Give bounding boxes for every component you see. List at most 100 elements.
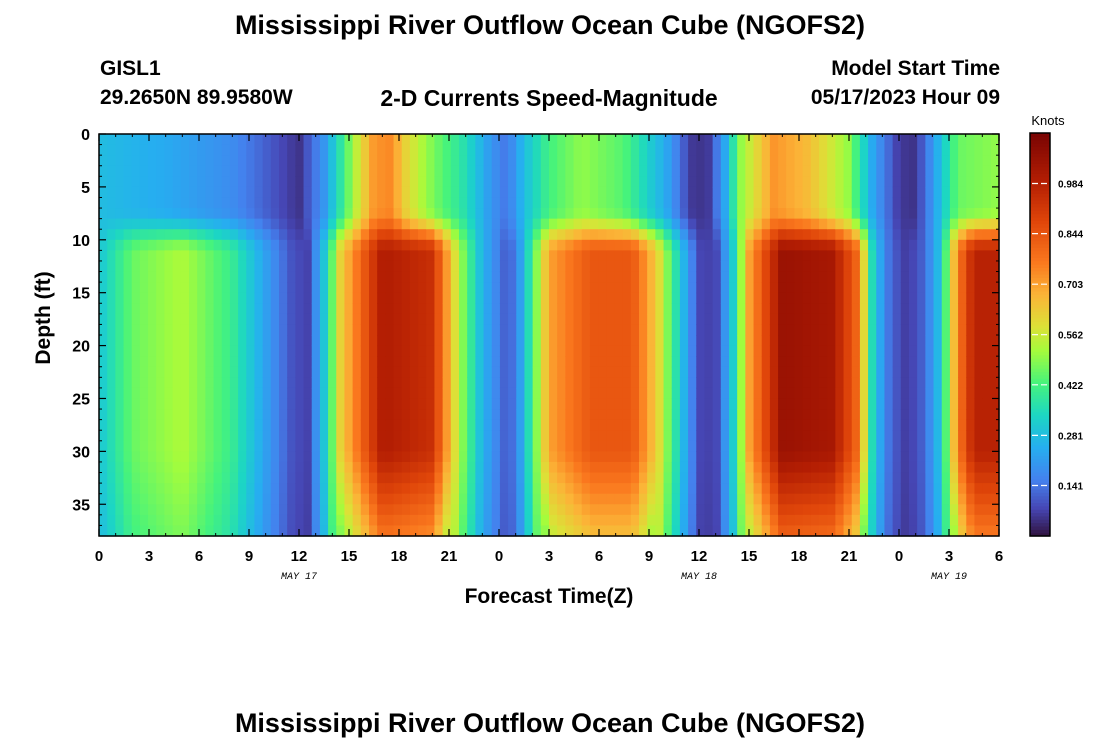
heatmap-cell <box>99 461 108 474</box>
heatmap-cell <box>336 303 346 315</box>
heatmap-cell <box>221 472 231 484</box>
heatmap-cell <box>909 134 918 146</box>
heatmap-cell <box>311 377 321 389</box>
heatmap-cell <box>197 525 206 537</box>
heatmap-cell <box>851 197 861 209</box>
heatmap-cell <box>377 461 386 474</box>
heatmap-cell <box>712 525 722 537</box>
heatmap-cell <box>917 134 926 146</box>
heatmap-cell <box>909 144 918 156</box>
heatmap-cell <box>524 134 534 146</box>
heatmap-cell <box>802 387 812 400</box>
heatmap-cell <box>639 165 648 177</box>
heatmap-cell <box>262 504 272 516</box>
heatmap-cell <box>311 483 321 495</box>
heatmap-cell <box>941 440 951 452</box>
heatmap-cell <box>287 387 296 400</box>
heatmap-cell <box>360 165 370 177</box>
heatmap-cell <box>229 324 239 336</box>
heatmap-cell <box>516 165 526 177</box>
heatmap-cell <box>745 165 755 177</box>
heatmap-cell <box>835 451 845 463</box>
heatmap-cell <box>401 229 411 241</box>
heatmap-cell <box>827 282 836 294</box>
heatmap-cell <box>892 430 902 442</box>
colorbar-segment <box>1030 280 1050 285</box>
heatmap-cell <box>581 366 591 378</box>
heatmap-cell <box>336 430 346 442</box>
heatmap-cell <box>982 324 992 336</box>
heatmap-cell <box>205 155 215 167</box>
heatmap-cell <box>491 165 501 177</box>
heatmap-cell <box>704 387 714 400</box>
heatmap-cell <box>835 271 845 283</box>
heatmap-cell <box>802 409 812 421</box>
heatmap-cell <box>679 409 689 421</box>
heatmap-cell <box>99 398 108 410</box>
heatmap-cell <box>859 165 869 177</box>
heatmap-cell <box>712 155 722 167</box>
heatmap-cell <box>990 186 1000 199</box>
heatmap-cell <box>876 208 886 220</box>
heatmap-cell <box>786 176 796 188</box>
colorbar-segment <box>1030 347 1050 352</box>
heatmap-cell <box>336 324 346 336</box>
heatmap-cell <box>246 366 256 378</box>
heatmap-cell <box>630 409 640 421</box>
heatmap-cell <box>189 134 198 146</box>
heatmap-cell <box>262 451 272 463</box>
heatmap-cell <box>279 377 288 389</box>
heatmap-cell <box>589 335 599 347</box>
heatmap-cell <box>426 514 436 527</box>
heatmap-cell <box>819 271 828 283</box>
heatmap-cell <box>720 260 730 273</box>
heatmap-cell <box>876 504 886 516</box>
heatmap-cell <box>540 155 550 167</box>
heatmap-cell <box>434 345 444 357</box>
heatmap-cell <box>704 155 714 167</box>
heatmap-cell <box>99 239 108 251</box>
heatmap-cell <box>213 419 223 431</box>
heatmap-cell <box>720 387 730 400</box>
heatmap-cell <box>909 282 918 294</box>
heatmap-cell <box>156 208 166 220</box>
heatmap-cell <box>197 165 206 177</box>
heatmap-cell <box>369 282 378 294</box>
heatmap-cell <box>614 419 624 431</box>
heatmap-cell <box>197 387 206 400</box>
colorbar-segment <box>1030 502 1050 507</box>
heatmap-cell <box>990 398 1000 410</box>
heatmap-cell <box>148 324 157 336</box>
heatmap-cell <box>761 292 771 304</box>
heatmap-cell <box>180 313 190 326</box>
heatmap-cell <box>712 335 722 347</box>
heatmap-cell <box>769 250 779 262</box>
heatmap-cell <box>614 472 624 484</box>
heatmap-cell <box>254 440 264 452</box>
heatmap-cell <box>393 504 403 516</box>
heatmap-cell <box>483 197 493 209</box>
heatmap-cell <box>827 345 836 357</box>
heatmap-cell <box>393 324 403 336</box>
heatmap-cell <box>246 229 256 241</box>
heatmap-cell <box>508 229 517 241</box>
heatmap-cell <box>753 292 763 304</box>
heatmap-cell <box>753 409 763 421</box>
heatmap-cell <box>311 366 321 378</box>
heatmap-cell <box>589 303 599 315</box>
heatmap-cell <box>377 398 386 410</box>
heatmap-cell <box>401 186 411 199</box>
heatmap-cell <box>557 409 566 421</box>
heatmap-cell <box>843 292 853 304</box>
heatmap-cell <box>933 440 943 452</box>
heatmap-cell <box>156 387 166 400</box>
heatmap-cell <box>917 493 926 505</box>
heatmap-cell <box>663 493 673 505</box>
heatmap-cell <box>769 282 779 294</box>
heatmap-cell <box>630 144 640 156</box>
x-tick-label: 3 <box>545 548 553 565</box>
heatmap-cell <box>450 514 460 527</box>
heatmap-cell <box>761 271 771 283</box>
heatmap-cell <box>647 165 656 177</box>
heatmap-cell <box>835 514 845 527</box>
